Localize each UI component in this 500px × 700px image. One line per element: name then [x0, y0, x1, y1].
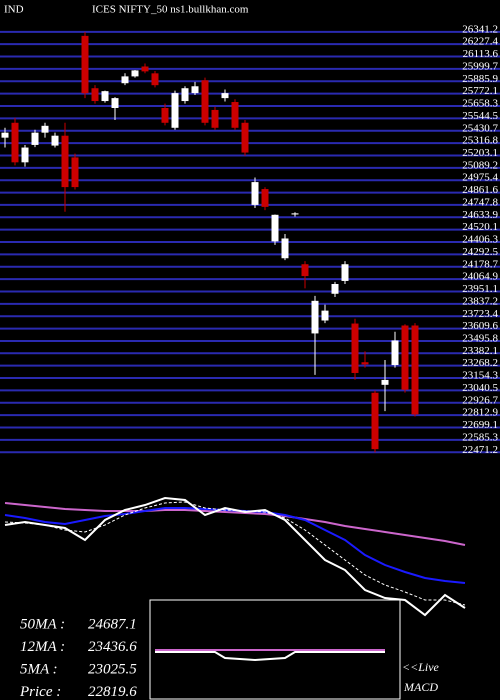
y-tick-label: 24292.5 — [462, 246, 498, 258]
y-tick-label: 25089.2 — [462, 159, 498, 171]
stat-value: 24687.1 — [88, 616, 137, 632]
candle-body — [101, 91, 109, 102]
y-tick-label: 22812.9 — [462, 407, 498, 419]
y-tick-label: 23040.5 — [462, 382, 498, 394]
series-line — [4, 496, 466, 617]
candle-body — [121, 76, 129, 84]
y-tick-label: 23837.2 — [462, 295, 498, 307]
candle-body — [241, 122, 249, 153]
stat-label: 5MA : — [20, 661, 58, 677]
y-tick-label: 24064.9 — [462, 271, 498, 283]
y-tick-label: 25430.7 — [462, 122, 498, 134]
y-tick-label: 23723.4 — [462, 308, 498, 320]
y-tick-label: 24406.3 — [462, 234, 498, 246]
candle-body — [311, 300, 319, 334]
stat-label: 12MA : — [20, 639, 65, 655]
candle-body — [411, 325, 419, 415]
y-tick-label: 25544.5 — [462, 110, 498, 122]
stat-value: 22819.6 — [88, 684, 137, 700]
candle-body — [41, 125, 49, 133]
header-left: IND — [4, 4, 24, 16]
candle-body — [341, 264, 349, 281]
y-tick-label: 23154.3 — [462, 370, 498, 382]
y-tick-label: 24861.6 — [462, 184, 498, 196]
live-label: <<Live — [402, 660, 440, 674]
candle-body — [151, 73, 159, 86]
candle-body — [111, 98, 119, 108]
candle-body — [141, 66, 149, 72]
candle-body — [31, 132, 39, 145]
y-tick-label: 24178.7 — [462, 258, 498, 270]
y-tick-label: 25203.1 — [462, 147, 498, 159]
candle-body — [331, 284, 339, 294]
stat-label: 50MA : — [20, 616, 65, 632]
candle-body — [211, 109, 219, 128]
candle-body — [131, 70, 139, 77]
y-tick-label: 22926.7 — [462, 394, 498, 406]
y-tick-label: 22585.3 — [462, 431, 498, 443]
candle-body — [161, 108, 169, 123]
macd-label: MACD — [403, 680, 438, 694]
candle-body — [301, 264, 309, 277]
y-tick-label: 26227.4 — [462, 36, 498, 48]
stat-value: 23436.6 — [88, 639, 137, 655]
candle-body — [11, 122, 19, 163]
series-line — [155, 651, 385, 662]
candle-body — [81, 35, 89, 94]
candle-body — [401, 325, 409, 390]
series-line — [4, 501, 466, 606]
candle-body — [221, 93, 229, 99]
y-tick-label: 25885.9 — [462, 73, 498, 85]
candle-body — [191, 86, 199, 94]
candle-body — [251, 182, 259, 205]
candle-body — [171, 93, 179, 128]
y-tick-label: 24975.4 — [462, 172, 498, 184]
candle-body — [231, 102, 239, 128]
y-tick-label: 25658.3 — [462, 98, 498, 110]
y-tick-label: 24633.9 — [462, 209, 498, 221]
y-tick-label: 24747.8 — [462, 196, 498, 208]
y-tick-label: 24520.1 — [462, 221, 498, 233]
candle-body — [271, 214, 279, 242]
candle-body — [371, 392, 379, 450]
y-tick-label: 23495.8 — [462, 332, 498, 344]
candle-body — [201, 80, 209, 123]
candle-body — [91, 88, 99, 102]
y-tick-label: 25316.8 — [462, 135, 498, 147]
series-line — [4, 502, 466, 546]
header-right: ICES NIFTY_50 ns1.bullkhan.com — [92, 4, 249, 16]
macd-box — [149, 599, 401, 700]
y-tick-label: 23609.6 — [462, 320, 498, 332]
candle-body — [61, 135, 69, 188]
y-tick-label: 26341.2 — [462, 23, 498, 35]
candle-body — [291, 213, 299, 215]
candle-body — [321, 310, 329, 321]
candle-body — [181, 88, 189, 102]
candle-body — [71, 157, 79, 188]
candle-body — [361, 362, 369, 365]
y-tick-label: 25772.1 — [462, 85, 498, 97]
y-tick-label: 22471.2 — [462, 444, 498, 456]
series-line — [4, 507, 466, 585]
candle-body — [281, 238, 289, 259]
candle-body — [21, 147, 29, 163]
y-tick-label: 23951.1 — [462, 283, 498, 295]
y-tick-label: 23268.2 — [462, 357, 498, 369]
candle-body — [381, 379, 389, 385]
candle-body — [1, 132, 9, 138]
candle-body — [351, 323, 359, 373]
y-tick-label: 23382.1 — [462, 345, 498, 357]
stat-value: 23025.5 — [88, 661, 137, 677]
y-tick-label: 26113.6 — [463, 48, 499, 60]
y-tick-label: 22699.1 — [462, 419, 498, 431]
y-tick-label: 25999.7 — [462, 60, 498, 72]
candle-body — [261, 189, 269, 207]
candle-body — [51, 135, 59, 146]
stat-label: Price : — [19, 684, 61, 700]
candle-body — [391, 340, 399, 366]
